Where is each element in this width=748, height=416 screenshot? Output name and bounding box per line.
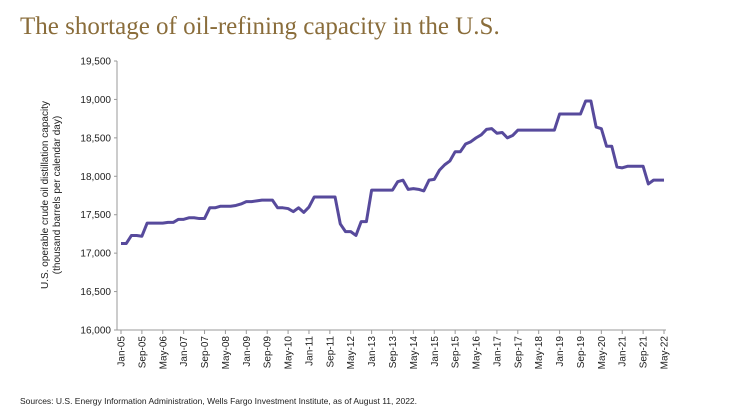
y-tick-label: 18,500: [80, 133, 111, 144]
x-tick-label: Jan-13: [367, 336, 378, 367]
x-tick-label: Jan-07: [179, 336, 190, 367]
x-tick-label: Jan-11: [304, 336, 315, 366]
x-tick-label: May-22: [660, 336, 671, 370]
x-tick-label: Jan-17: [492, 336, 503, 367]
x-tick-label: Jan-19: [555, 336, 566, 367]
y-axis-label: (thousand barrels per calendar day): [52, 116, 63, 274]
y-tick-label: 19,500: [80, 57, 111, 68]
x-tick-label: Sep-15: [451, 336, 462, 369]
y-tick-label: 17,500: [80, 210, 111, 221]
x-tick-label: Jan-15: [430, 336, 441, 367]
x-tick-label: Sep-05: [137, 336, 148, 369]
y-tick-label: 16,000: [80, 326, 111, 337]
source-note: Sources: U.S. Energy Information Adminis…: [20, 396, 417, 406]
chart-title: The shortage of oil-refining capacity in…: [20, 13, 500, 40]
x-tick-label: May-12: [346, 336, 357, 370]
data-line: [121, 99, 664, 246]
x-tick-label: Sep-17: [513, 336, 524, 369]
y-tick-label: 19,000: [80, 95, 111, 106]
x-tick-label: May-18: [534, 336, 545, 370]
x-tick-label: Jan-05: [117, 336, 128, 367]
y-tick-label: 18,000: [80, 172, 111, 183]
x-tick-label: Sep-13: [388, 336, 399, 369]
x-tick-label: Sep-09: [263, 336, 274, 369]
x-tick-label: May-10: [284, 336, 295, 370]
x-tick-label: Jan-09: [242, 336, 253, 367]
y-axis-label: U.S. operable crude oil distillation cap…: [40, 101, 51, 289]
x-tick-label: Jan-21: [618, 336, 629, 367]
x-tick-label: Sep-11: [325, 336, 336, 368]
x-tick-label: Sep-07: [200, 336, 211, 369]
x-tick-label: May-08: [221, 336, 232, 370]
x-tick-label: Sep-21: [639, 336, 650, 369]
x-tick-label: Sep-19: [576, 336, 587, 369]
x-tick-label: May-06: [158, 336, 169, 370]
x-tick-label: May-20: [597, 336, 608, 370]
y-tick-label: 16,500: [80, 287, 111, 298]
x-tick-label: May-16: [472, 336, 483, 370]
x-tick-label: May-14: [409, 336, 420, 370]
y-tick-label: 17,000: [80, 249, 111, 260]
